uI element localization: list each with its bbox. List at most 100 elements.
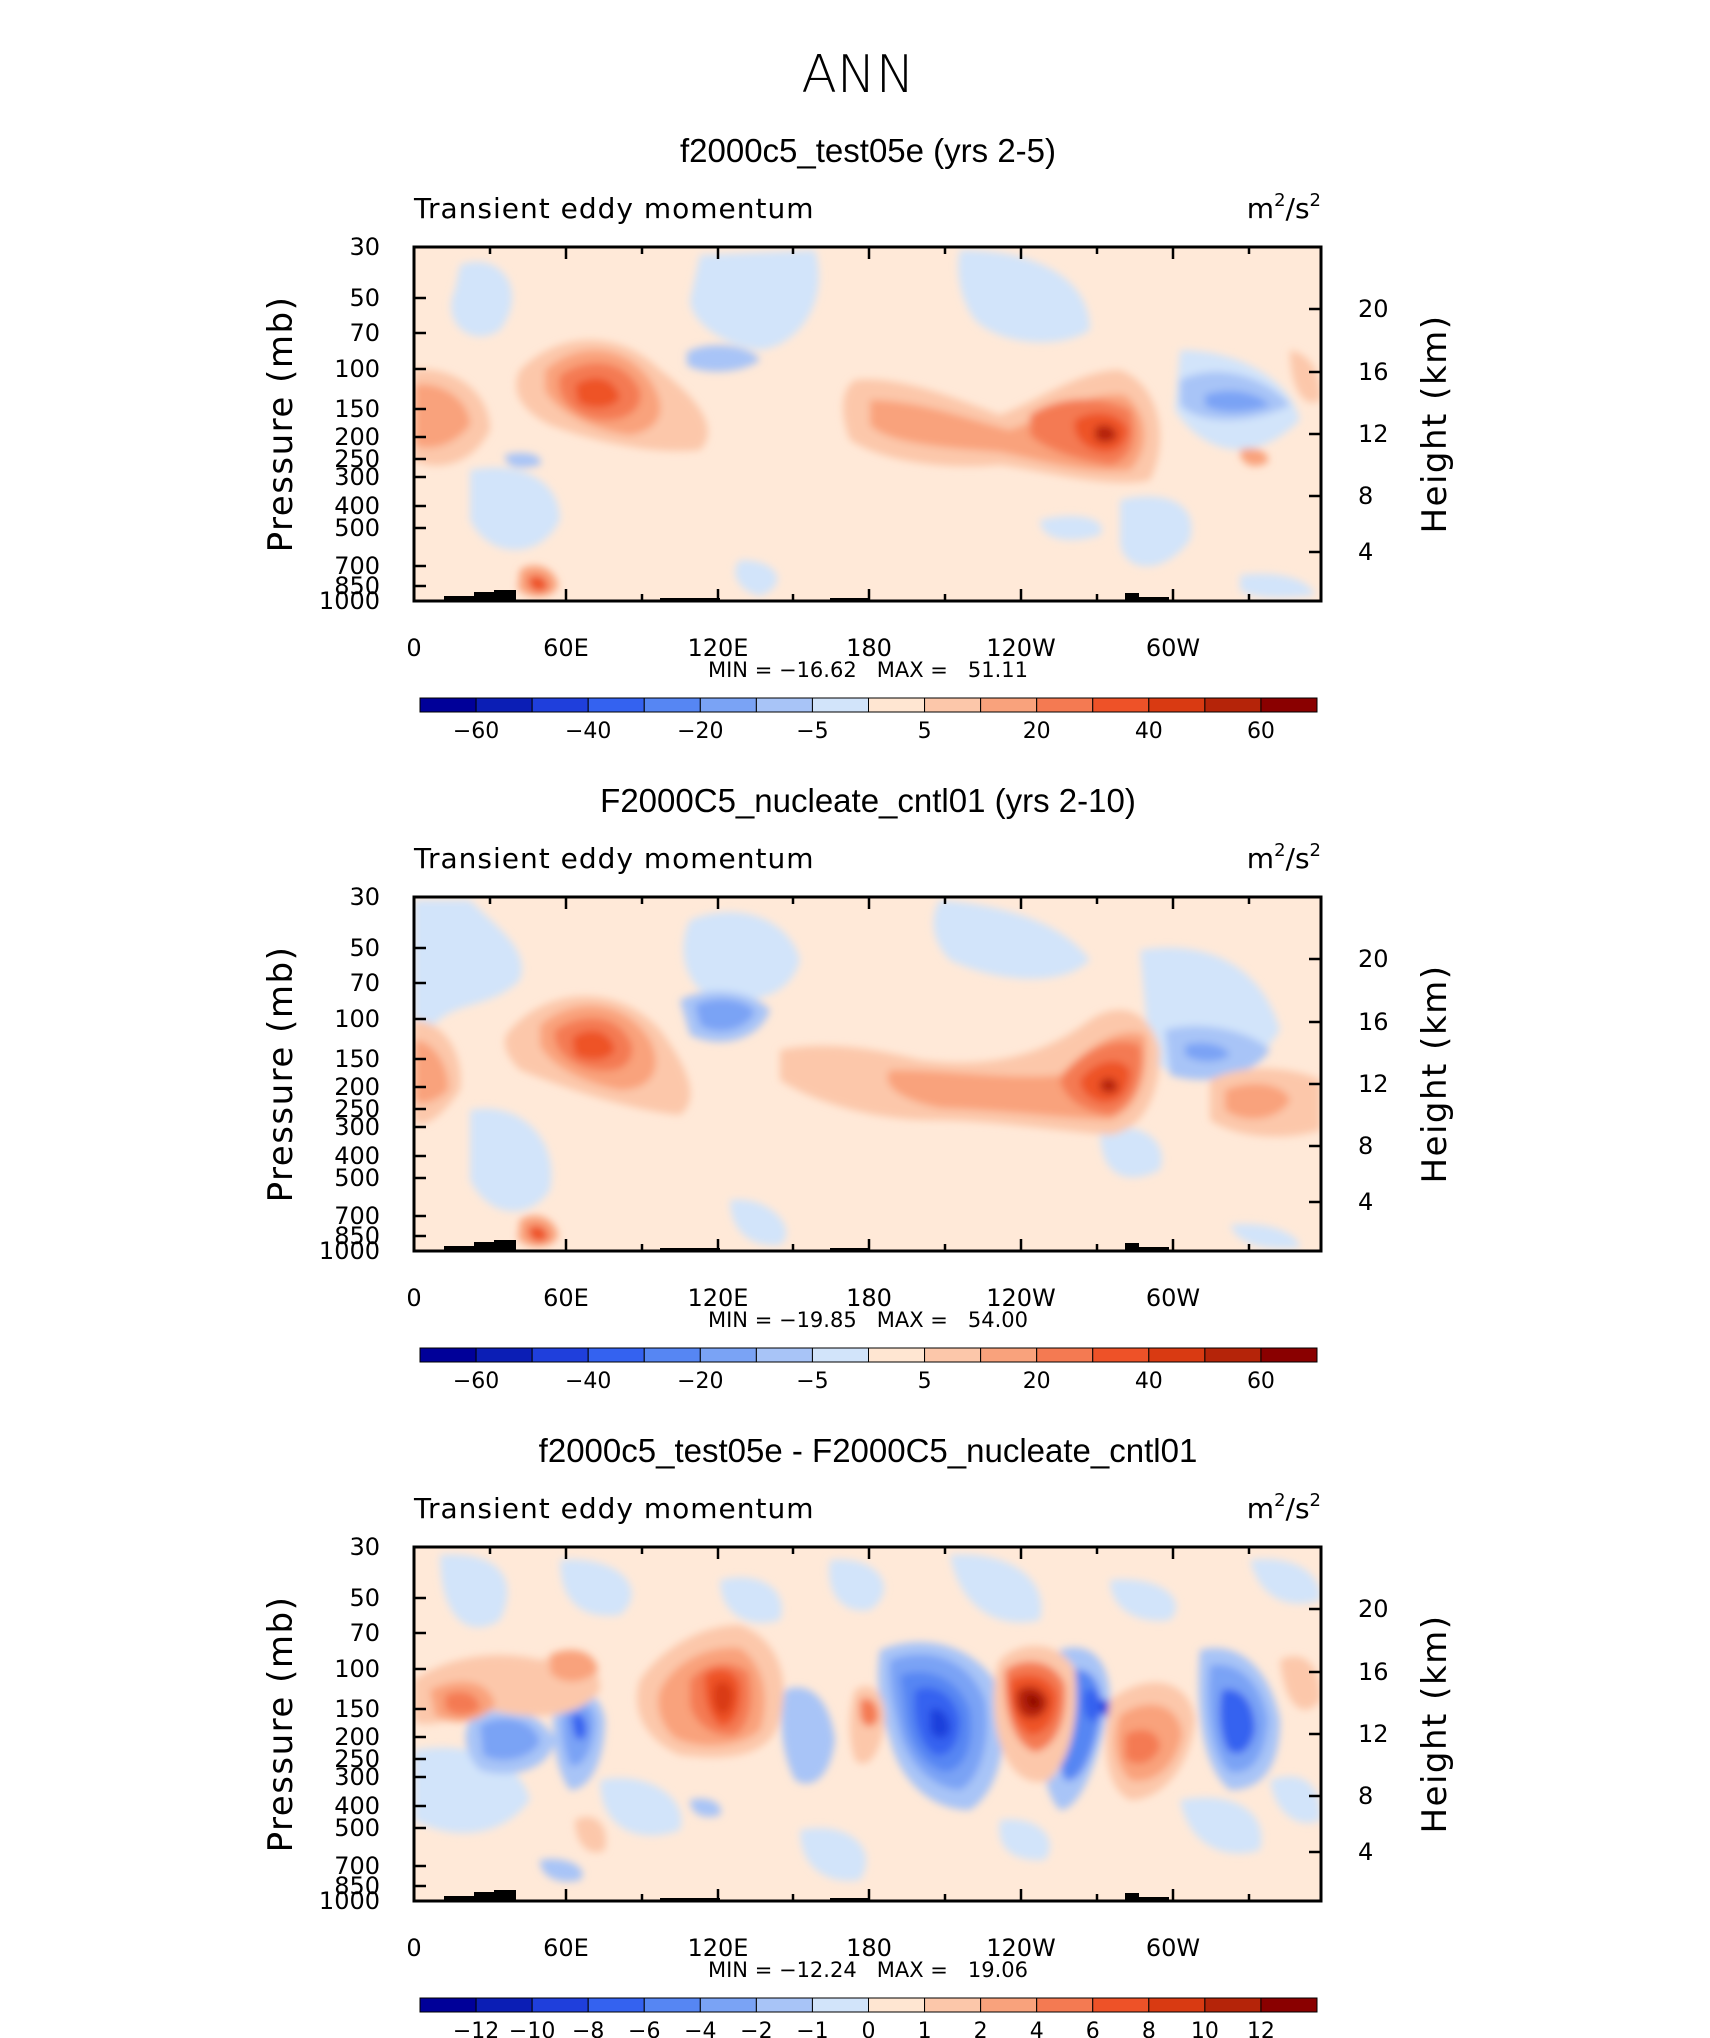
panel-2-ytick-label: 250 [334, 1095, 380, 1123]
panel-2-title: F2000C5_nucleate_cntl01 (yrs 2-10) [600, 782, 1136, 819]
panel-1-xtick-label: 120W [986, 634, 1056, 662]
panel-3-ytick-label: 70 [349, 1619, 380, 1647]
panel-3-pos-region [860, 1698, 879, 1727]
panel-2-y2tick-label: 20 [1358, 945, 1389, 973]
panel-2-units-base: m [1247, 842, 1274, 875]
panel-1-stats: MIN = −16.62 MAX = 51.11 [708, 658, 1028, 682]
panel-1-pos-region [1240, 448, 1269, 466]
panel-2-ytick-label: 70 [349, 969, 380, 997]
panel-3-ytick-label: 30 [349, 1533, 380, 1561]
panel-3-pos-region [445, 1691, 480, 1715]
panel-2-ytick-label: 150 [334, 1045, 380, 1073]
panel-3-x-ticks [412, 1547, 1251, 1901]
panel-3-neg-region [829, 1559, 885, 1611]
panel-3-units-sep: /s [1286, 1492, 1310, 1525]
colorbar-swatch [980, 697, 1038, 713]
panel-2-y2label: Height (km) [1415, 964, 1455, 1183]
panel-3-neg-region [1083, 1689, 1102, 1722]
panel-3-neg-region [540, 1859, 583, 1882]
panel-3-plot [414, 1547, 1321, 1901]
panel-2-neg-region [730, 1199, 787, 1246]
panel-2-y2tick-label: 16 [1358, 1008, 1389, 1036]
panel-2-xtick-label: 60W [1146, 1284, 1200, 1312]
panel-2-neg-region [414, 900, 522, 1030]
panel-1-neg-region [505, 453, 541, 468]
colorbar-label: 2 [974, 2019, 988, 2038]
panel-3-ytick-label: 850 [334, 1872, 380, 1900]
colorbar-label: −60 [453, 719, 499, 744]
colorbar-label: 40 [1135, 1369, 1163, 1394]
panel-1-units-sep: /s [1286, 192, 1310, 225]
panel-3-units: m2/s2 [1247, 1490, 1321, 1525]
panel-3-neg-region [1250, 1559, 1321, 1604]
colorbar-swatch [643, 1997, 701, 2013]
colorbar-swatch [475, 1347, 533, 1363]
colorbar-label: 8 [1142, 2019, 1156, 2038]
colorbar-swatch [1148, 697, 1206, 713]
panel-2-neg-region [1230, 1224, 1300, 1249]
panel-3-neg-region [1270, 1776, 1321, 1824]
colorbar-label: −12 [453, 2019, 499, 2038]
colorbar-label: 5 [918, 719, 932, 744]
panel-1-colorbar: −60 −40 −20 −5 5 20 40 60 [419, 697, 1318, 744]
colorbar-swatch [699, 697, 757, 713]
colorbar-swatch [755, 1347, 813, 1363]
panel-2-contours [414, 900, 1321, 1249]
panel-2-frame [412, 895, 1323, 1253]
panel-2-ytick-label: 500 [334, 1164, 380, 1192]
colorbar-swatch [1036, 1997, 1094, 2013]
panel-2-neg-region [1100, 1127, 1162, 1178]
colorbar-swatch [1204, 1347, 1262, 1363]
panel-3-ytick-label: 150 [334, 1695, 380, 1723]
panel-3-pos-region [1025, 1758, 1047, 1782]
panel-3-stats: MIN = −12.24 MAX = 19.06 [708, 1958, 1028, 1982]
panel-1-title: f2000c5_test05e (yrs 2-5) [680, 132, 1056, 169]
panel-1-y2tick-label: 8 [1358, 482, 1373, 510]
colorbar-label: 12 [1247, 2019, 1275, 2038]
panel-1-neg-region [470, 467, 560, 550]
panel-2-pos-region [528, 1225, 548, 1242]
panel-3-pos-region [550, 1650, 598, 1682]
panel-2-neg-region [1185, 1043, 1230, 1062]
panel-1-subtitle: Transient eddy momentum [413, 192, 815, 225]
panel-3-contours [414, 1554, 1321, 1882]
colorbar-swatch [531, 1997, 589, 2013]
panel-1-ytick-label: 50 [349, 284, 380, 312]
colorbar-swatch [475, 1997, 533, 2013]
colorbar-swatch [980, 1347, 1038, 1363]
panel-1-ytick-label: 100 [334, 355, 380, 383]
colorbar-swatch [1204, 697, 1262, 713]
panel-2-neg-region [695, 999, 755, 1032]
panel-2-xtick-label: 120W [986, 1284, 1056, 1312]
panel-1-y2tick-label: 20 [1358, 295, 1389, 323]
panel-3-neg-region [800, 1828, 867, 1881]
panel-1-ytick-label: 30 [349, 233, 380, 261]
panel-2-stats: MIN = −19.85 MAX = 54.00 [708, 1308, 1028, 1332]
colorbar-label: −4 [684, 2019, 716, 2038]
panel-2: F2000C5_nucleate_cntl01 (yrs 2-10) Trans… [261, 782, 1455, 1394]
colorbar-label: 10 [1191, 2019, 1219, 2038]
panel-3-y2tick-label: 8 [1358, 1782, 1373, 1810]
panel-2-neg-region [933, 900, 1090, 979]
panel-1-units-base: m [1247, 192, 1274, 225]
colorbar-swatch [811, 1347, 869, 1363]
colorbar-label: 60 [1247, 1369, 1275, 1394]
panel-3-neg-region [440, 1554, 508, 1628]
panel-1-ytick-label: 150 [334, 395, 380, 423]
panel-2-ytick-label: 300 [334, 1113, 380, 1141]
colorbar-swatch [1148, 1347, 1206, 1363]
panel-1-neg-region [687, 345, 760, 372]
colorbar-label: 20 [1023, 1369, 1051, 1394]
panel-1-pos-region [1290, 350, 1321, 403]
panel-3: f2000c5_test05e - F2000C5_nucleate_cntl0… [261, 1432, 1455, 2038]
panel-2-ytick-label: 850 [334, 1222, 380, 1250]
panel-1-xtick-label: 120E [688, 634, 749, 662]
panel-1-y2-tick-labels: 20 16 12 8 4 [1358, 295, 1389, 566]
panel-3-ylabel: Pressure (mb) [261, 1596, 301, 1853]
panel-2-ytick-label: 100 [334, 1005, 380, 1033]
panel-2-y2tick-label: 8 [1358, 1132, 1373, 1160]
panel-2-y-tick-labels: 30 50 70 100 150 200 250 300 400 500 700… [319, 883, 380, 1265]
colorbar-label: 4 [1030, 2019, 1044, 2038]
colorbar-label: 5 [918, 1369, 932, 1394]
panel-1-neg-region [1040, 515, 1102, 540]
